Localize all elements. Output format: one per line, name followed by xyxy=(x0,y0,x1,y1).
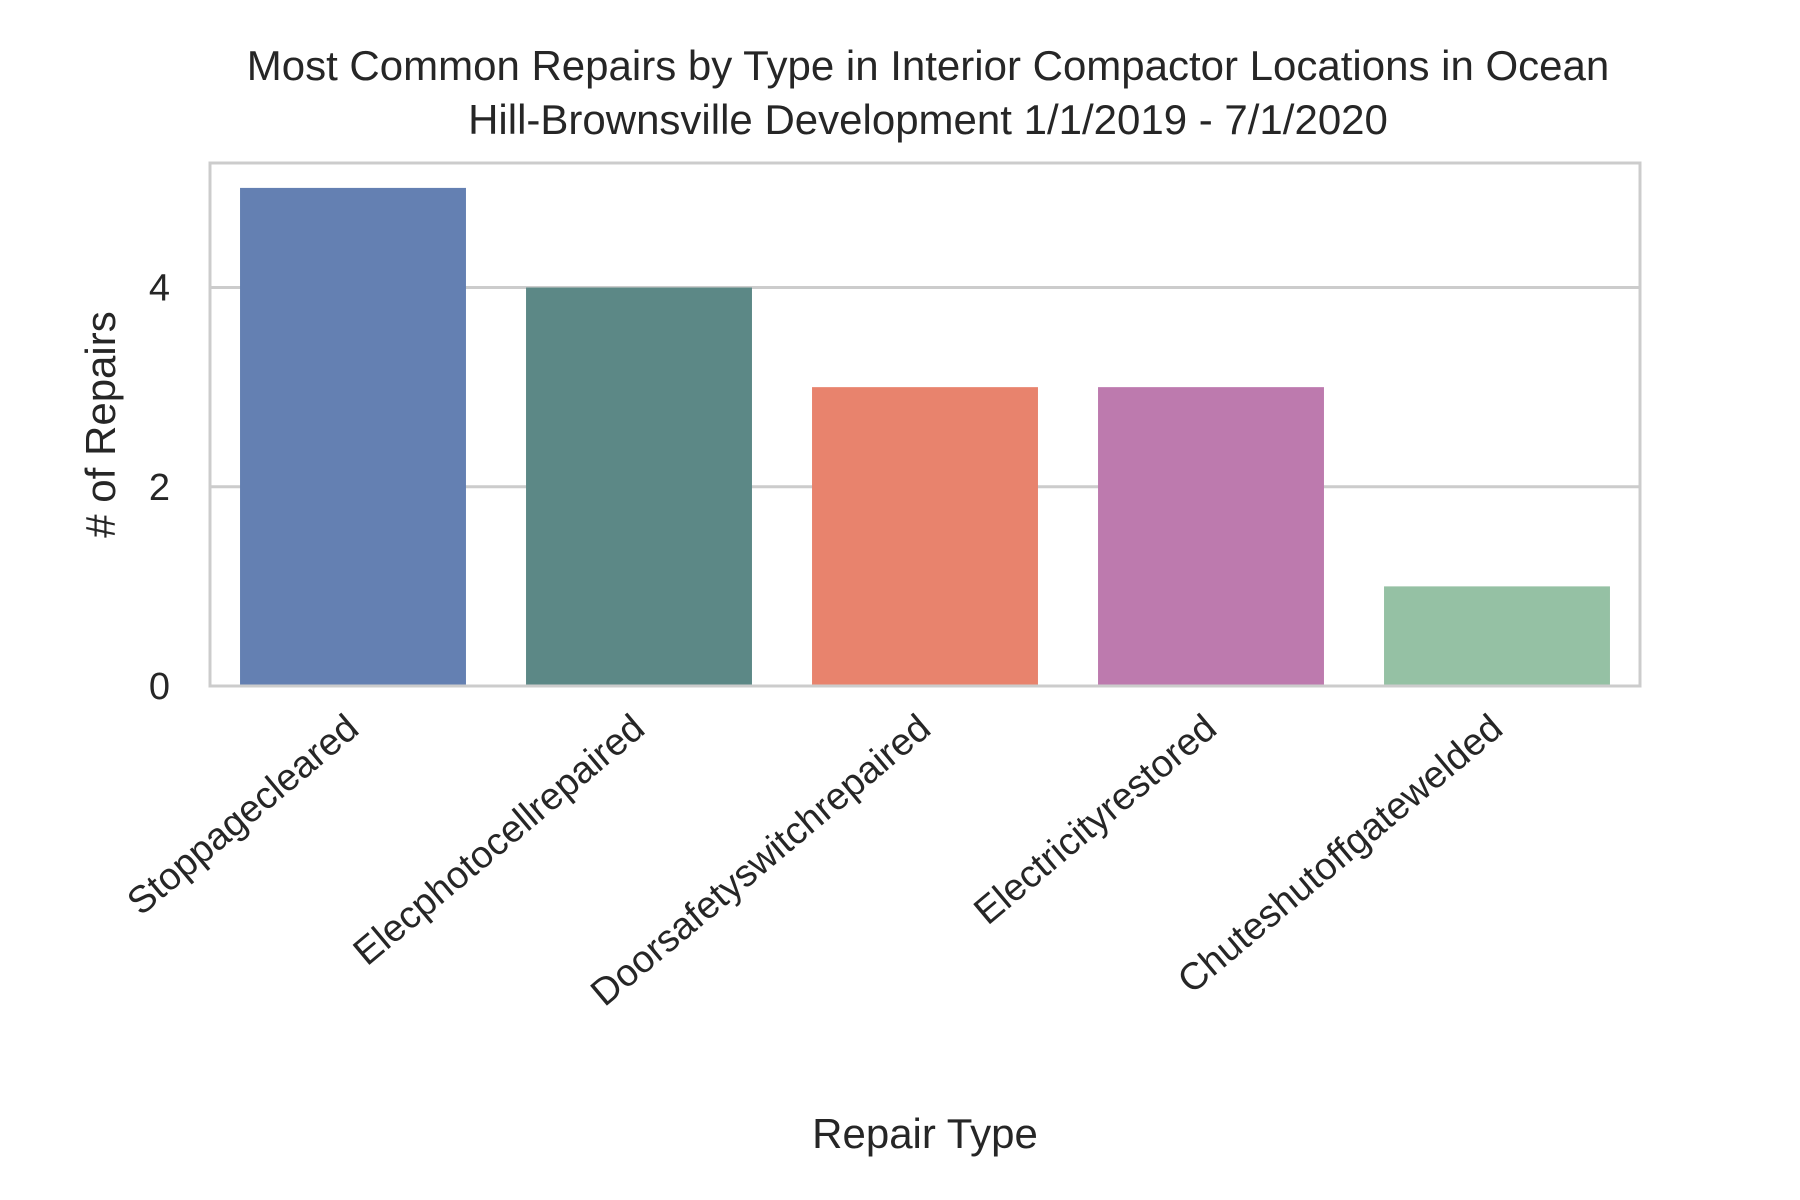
chart-title-line-1: Most Common Repairs by Type in Interior … xyxy=(247,42,1610,89)
x-tick-labels: StoppageclearedElecphotocellrepairedDoor… xyxy=(120,707,1511,1015)
bar-doorsafetyswitchrepaired xyxy=(812,387,1038,686)
y-tick-label: 2 xyxy=(149,467,170,509)
y-tick-labels: 0 2 4 xyxy=(149,268,170,708)
bar-stoppagecleared xyxy=(240,187,466,686)
x-tick-label: Chuteshutoffgatewelded xyxy=(1170,707,1510,1002)
y-axis-label: # of Repairs xyxy=(77,311,124,537)
bar-elecphotocellrepaired xyxy=(526,287,752,686)
x-axis-label: Repair Type xyxy=(812,1110,1038,1157)
bars xyxy=(240,187,1610,686)
x-tick-label: Elecphotocellrepaired xyxy=(346,707,653,974)
chart-title-line-2: Hill-Brownsville Development 1/1/2019 - … xyxy=(468,96,1388,143)
bar-electricityrestored xyxy=(1098,387,1324,686)
x-tick-label: Doorsafetyswitchrepaired xyxy=(583,707,938,1015)
bar-chuteshutoffgatewelded xyxy=(1384,586,1610,686)
y-tick-label: 0 xyxy=(149,666,170,708)
x-tick-label: Stoppagecleared xyxy=(120,707,367,924)
y-tick-label: 4 xyxy=(149,268,170,310)
x-tick-label: Electricityrestored xyxy=(966,707,1224,933)
plot-frame xyxy=(208,161,1642,688)
